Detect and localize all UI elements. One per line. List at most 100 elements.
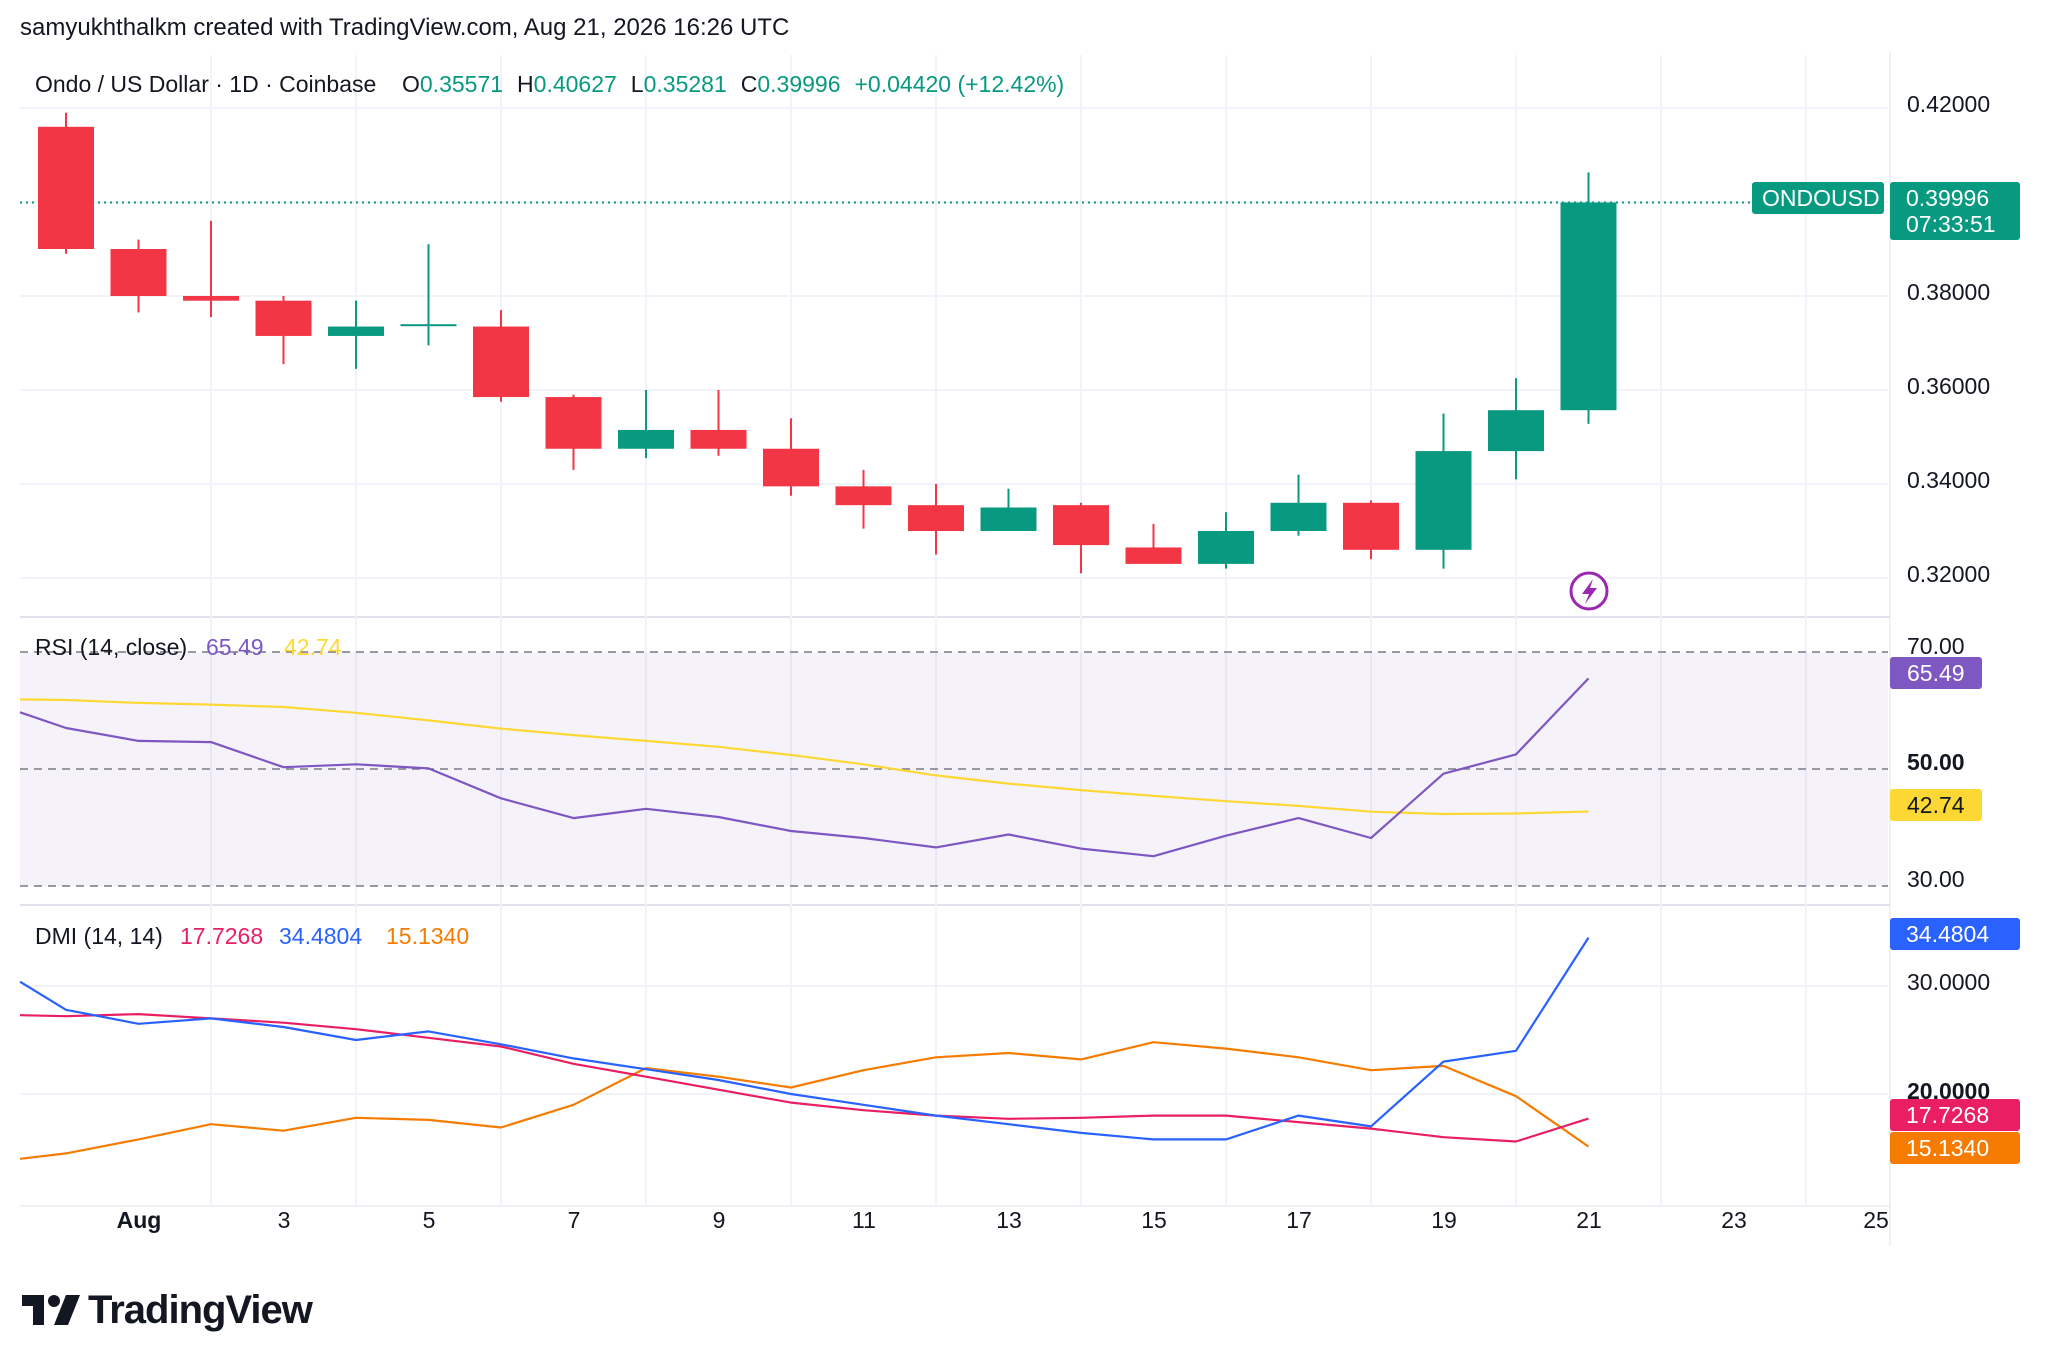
rsi-legend-value: 65.49: [206, 634, 264, 660]
time-tick-label: 9: [713, 1207, 726, 1233]
rsi-tick-label: 50.00: [1907, 749, 1965, 775]
candle: [835, 469, 892, 529]
candle: [618, 390, 674, 459]
rsi-value-tag-box: [1890, 657, 1982, 689]
open-key: O: [402, 71, 420, 97]
lightning-icon[interactable]: [1569, 571, 1609, 611]
time-tick-label: Aug: [117, 1207, 162, 1233]
candle: [1198, 512, 1254, 569]
time-tick-label: 5: [423, 1207, 436, 1233]
candle: [763, 418, 819, 496]
time-tick-label: 17: [1286, 1207, 1312, 1233]
candle-body: [400, 324, 457, 327]
candle-body: [1488, 410, 1544, 452]
rsi-tick-label: 30.00: [1907, 866, 1965, 892]
candle-body: [980, 507, 1037, 531]
dmi-minus-legend-value: 17.7268: [180, 923, 263, 949]
rsi-ma-tag: 42.74: [1907, 792, 1965, 818]
last-price-box: [1890, 182, 2020, 240]
panel-frames: [20, 52, 1891, 1246]
dmi-title: DMI (14, 14): [35, 923, 163, 949]
dmi-minus-line: [19, 1012, 1589, 1143]
close-value: 0.39996: [757, 71, 840, 97]
time-tick-label: 3: [278, 1207, 291, 1233]
adx-tag: 15.1340: [1906, 1135, 1989, 1161]
candle: [545, 394, 602, 470]
dmi-tick-label: 30.0000: [1907, 969, 1990, 995]
candle-body: [183, 296, 239, 301]
candle: [1125, 523, 1182, 564]
time-tick-label: 25: [1863, 1207, 1889, 1233]
ohlc-values: O0.35571 H0.40627 L0.35281 C0.39996 +0.04420…: [402, 71, 1064, 97]
dmi-plus-tag: 34.4804: [1906, 921, 1989, 947]
time-tick-label: 23: [1721, 1207, 1747, 1233]
time-tick-label: 19: [1431, 1207, 1457, 1233]
low-value: 0.35281: [644, 71, 727, 97]
candle: [1415, 413, 1472, 569]
time-axis: Aug 3 5 7 9 11 13 15 17 19 21 23 25: [117, 1207, 1889, 1233]
dmi-minus-tag: 17.7268: [1906, 1102, 1989, 1128]
candle: [328, 300, 384, 369]
high-key: H: [517, 71, 534, 97]
rsi-title: RSI (14, close): [35, 634, 187, 660]
high-value: 0.40627: [534, 71, 617, 97]
candlestick-series: [38, 112, 1617, 574]
candle-body: [473, 326, 529, 398]
candle: [690, 390, 747, 456]
candle: [1270, 474, 1327, 536]
adx-tag-box: [1890, 1132, 2020, 1164]
close-key: C: [741, 71, 758, 97]
tradingview-logo-text: TradingView: [88, 1287, 313, 1332]
tradingview-logo[interactable]: TradingView: [22, 1286, 313, 1334]
candle: [1053, 502, 1109, 574]
candle-body: [110, 249, 167, 296]
rsi-value-tag: 65.49: [1907, 660, 1965, 686]
candle-body: [1270, 502, 1327, 531]
candle: [980, 488, 1037, 531]
dmi-series: [19, 937, 1590, 1160]
price-tick-label: 0.36000: [1907, 373, 1990, 399]
rsi-ma-tag-box: [1890, 789, 1982, 821]
rsi-ma-legend-value: 42.74: [284, 634, 342, 660]
candle-body: [38, 126, 94, 249]
rsi-line: [19, 677, 1590, 858]
time-tick-label: 11: [852, 1207, 876, 1233]
candle-body: [1560, 202, 1617, 411]
rsi-level-lines: [20, 651, 1888, 887]
last-price-tags: ONDOUSD 0.39996 07:33:51: [1752, 182, 2020, 240]
ticker-tag-box: [1752, 182, 1884, 214]
price-tick-label: 0.34000: [1907, 467, 1990, 493]
candle-body: [908, 505, 964, 531]
dmi-plus-legend-value: 34.4804: [279, 923, 362, 949]
candle-body: [1198, 531, 1254, 564]
time-tick-label: 21: [1576, 1207, 1602, 1233]
chart-caption: samyukhthalkm created with TradingView.c…: [20, 14, 790, 41]
dmi-plus-line: [19, 937, 1590, 1141]
candle: [38, 112, 94, 254]
time-tick-label: 7: [568, 1207, 581, 1233]
candle: [1488, 378, 1544, 480]
candle: [908, 484, 964, 555]
tradingview-logo-icon: [22, 1295, 80, 1325]
change-value: +0.04420 (+12.42%): [855, 71, 1065, 97]
rsi-ma-line: [19, 698, 1589, 816]
countdown-value: 07:33:51: [1906, 211, 1996, 237]
rsi-tick-label: 70.00: [1907, 633, 1965, 659]
candle: [400, 244, 457, 346]
candle-body: [1343, 502, 1399, 550]
price-scale: 0.42000 0.38000 0.36000 0.34000 0.32000: [1907, 91, 1990, 587]
dmi-legend: DMI (14, 14) 17.7268 34.4804 15.1340: [35, 923, 469, 949]
candle-body: [255, 300, 312, 336]
candle-body: [1415, 451, 1472, 550]
candle: [473, 310, 529, 402]
candle-body: [328, 326, 384, 336]
rsi-legend: RSI (14, close) 65.49 42.74: [35, 634, 342, 660]
rsi-scale: 70.00 50.00 30.00 65.49 42.74: [1890, 633, 1982, 892]
time-tick-label: 15: [1141, 1207, 1167, 1233]
rsi-series: [19, 677, 1590, 858]
candle: [183, 220, 239, 318]
candle-body: [763, 448, 819, 487]
dmi-plus-tag-box: [1890, 918, 2020, 950]
time-tick-label: 13: [996, 1207, 1022, 1233]
